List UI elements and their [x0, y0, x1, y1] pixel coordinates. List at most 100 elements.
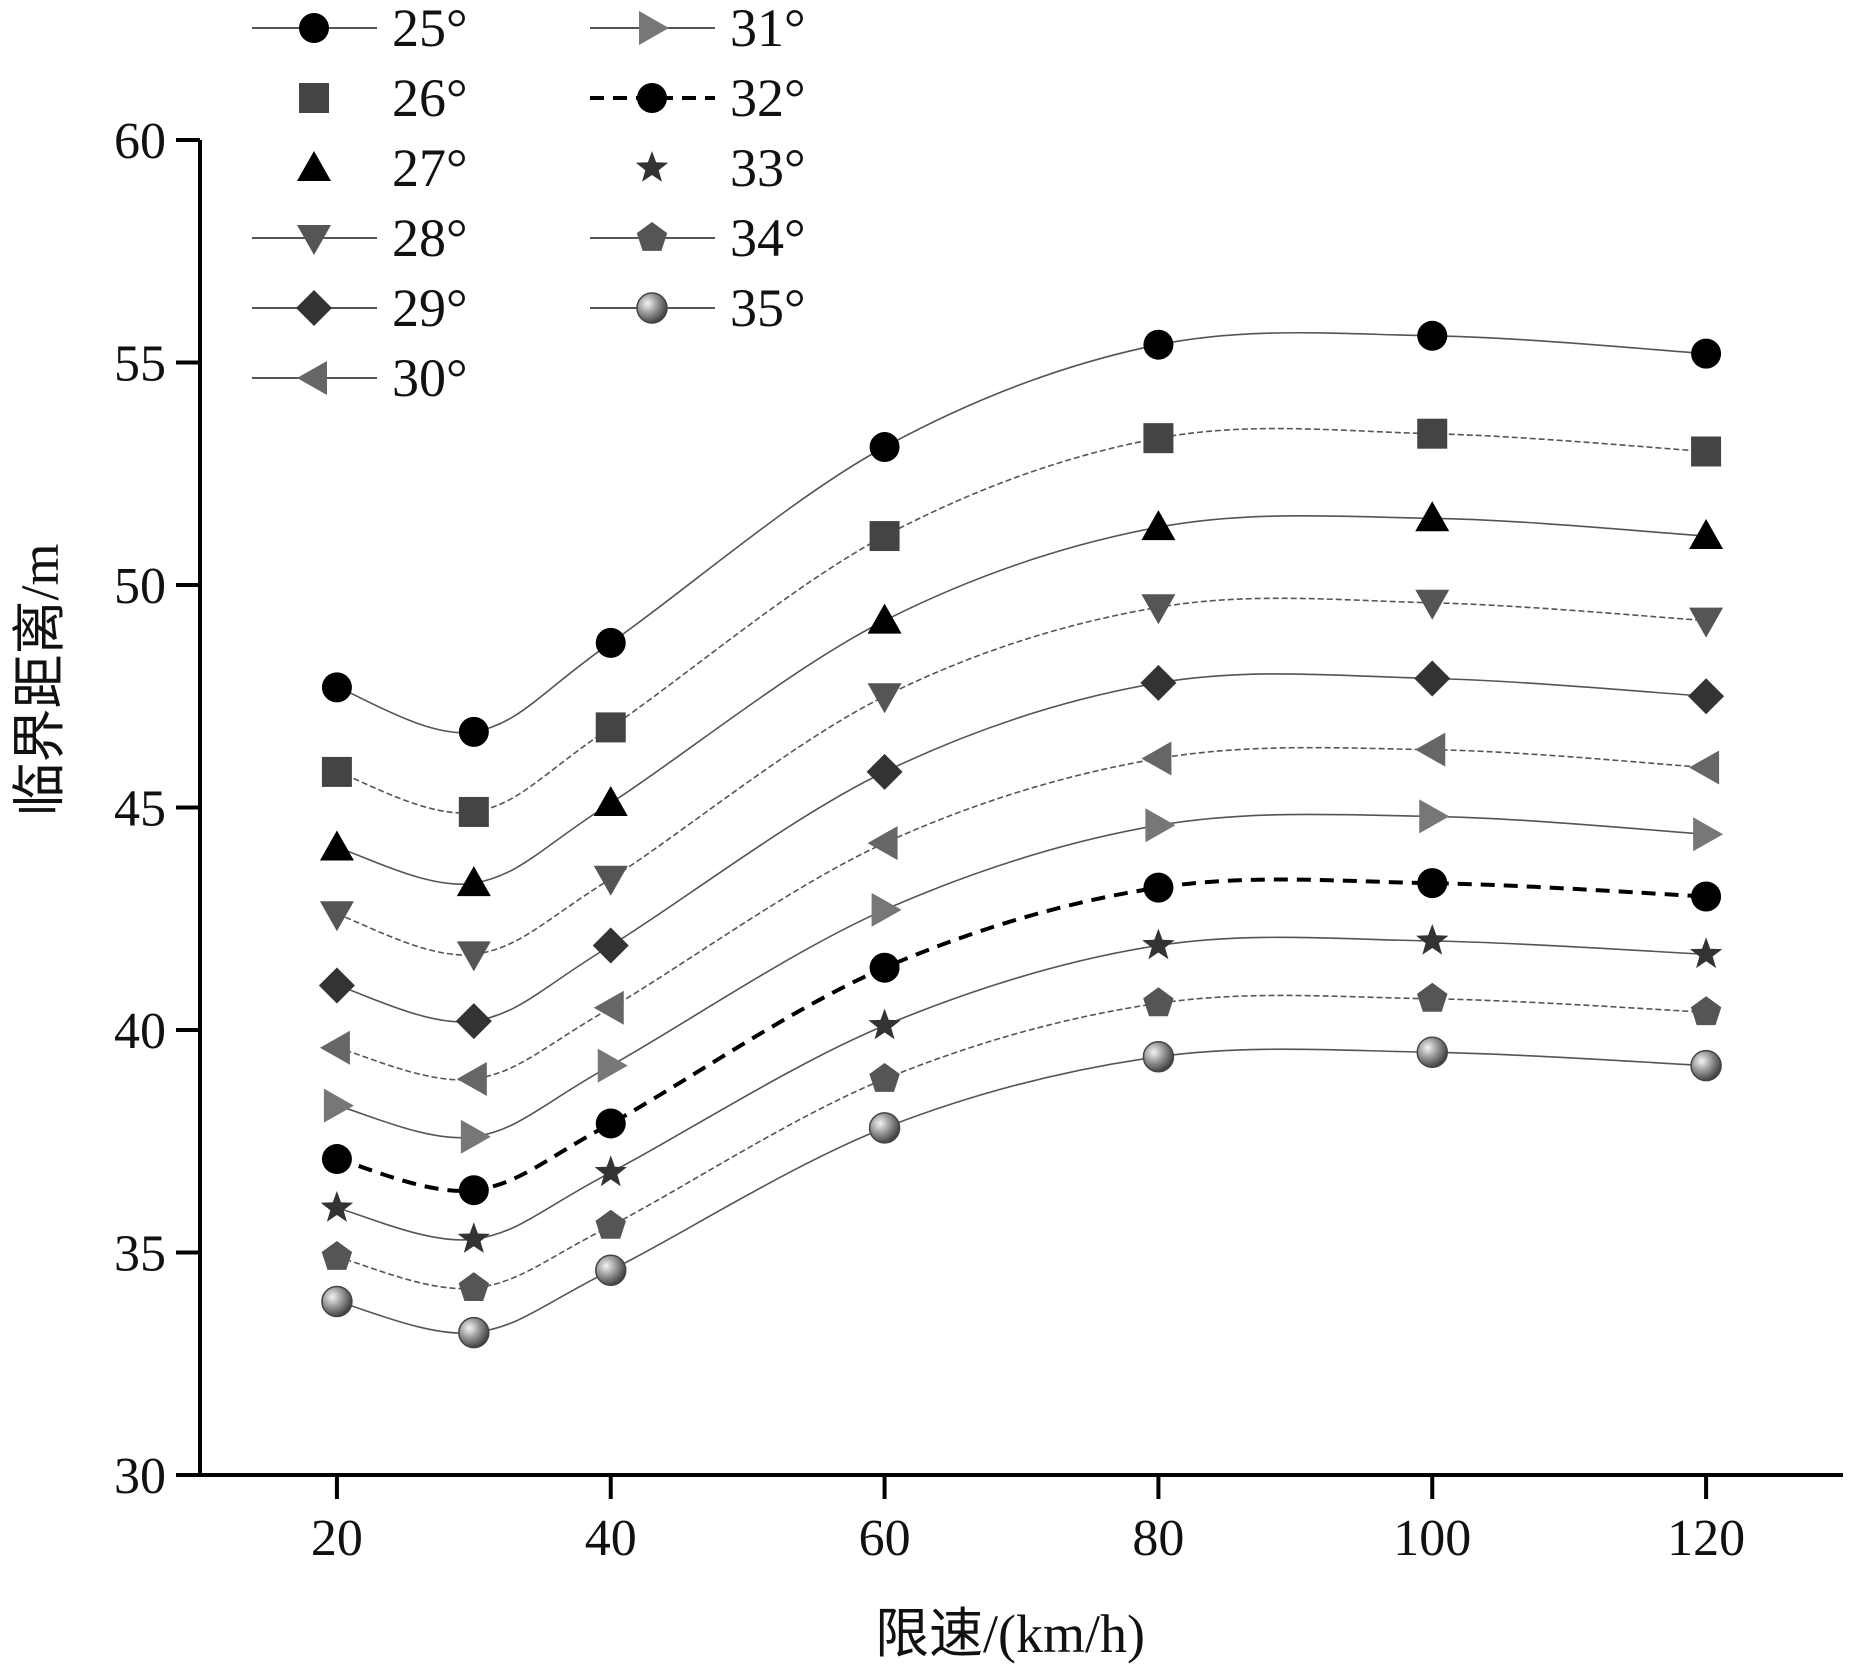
data-point — [1416, 1036, 1448, 1068]
data-point — [456, 866, 491, 897]
data-point — [1143, 872, 1174, 903]
data-point — [1693, 817, 1724, 852]
series-line — [336, 1048, 1707, 1334]
y-tick-label: 55 — [114, 336, 166, 393]
series-27deg — [319, 501, 1724, 897]
series-line — [336, 936, 1707, 1241]
data-point — [1145, 808, 1176, 843]
data-point — [1414, 660, 1451, 697]
data-point — [321, 1144, 352, 1175]
data-point — [867, 603, 902, 634]
series-33deg — [320, 924, 1723, 1253]
legend-marker — [299, 83, 329, 113]
legend-item: 35° — [590, 278, 806, 338]
series-line — [336, 877, 1707, 1193]
series-34deg — [321, 982, 1722, 1301]
data-point — [1141, 510, 1176, 541]
data-point — [1689, 519, 1724, 550]
data-point — [1416, 924, 1449, 955]
data-point — [321, 756, 352, 787]
data-point — [1143, 423, 1174, 454]
legend-item: 25° — [252, 0, 468, 58]
data-point — [320, 1191, 354, 1222]
data-point — [458, 1316, 490, 1349]
series-29deg — [318, 660, 1725, 1040]
data-point — [594, 1155, 627, 1187]
x-tick-label: 20 — [311, 1510, 363, 1567]
series-26deg — [321, 418, 1722, 827]
y-axis-title: 临界距离/m — [10, 543, 70, 816]
data-point — [458, 1175, 489, 1206]
legend-label: 35° — [730, 278, 806, 338]
data-point — [1691, 881, 1722, 912]
data-point — [321, 1285, 353, 1318]
series-31deg — [323, 799, 1724, 1154]
data-point — [1419, 799, 1450, 834]
y-tick-label: 45 — [114, 781, 166, 838]
data-point — [1142, 1040, 1175, 1073]
series-line — [336, 331, 1707, 734]
y-tick-label: 35 — [114, 1226, 166, 1283]
x-tick-label: 80 — [1132, 1510, 1184, 1567]
series-28deg — [319, 589, 1724, 972]
data-point — [455, 1003, 492, 1040]
series-line — [336, 597, 1707, 956]
data-point — [1689, 937, 1723, 969]
series-layer — [318, 320, 1725, 1349]
legend-item: 27° — [297, 138, 468, 198]
legend-marker — [297, 361, 327, 395]
data-point — [593, 990, 624, 1025]
data-point — [458, 796, 489, 827]
data-point — [458, 716, 489, 747]
data-point — [1691, 338, 1722, 369]
legend-label: 25° — [392, 0, 468, 58]
series-line — [336, 514, 1707, 885]
series-35deg — [321, 1036, 1722, 1349]
legend-label: 26° — [392, 68, 468, 128]
data-point — [593, 786, 628, 817]
data-point — [1143, 987, 1174, 1017]
legend-item: 32° — [590, 68, 806, 128]
legend-marker — [296, 290, 332, 326]
y-tick-label: 30 — [114, 1448, 166, 1505]
data-point — [1690, 996, 1722, 1026]
data-point — [867, 826, 898, 861]
legend-marker — [639, 11, 669, 45]
y-tick-label: 40 — [114, 1003, 166, 1060]
legend-label: 30° — [392, 348, 468, 408]
data-point — [1143, 329, 1174, 360]
data-point — [1141, 741, 1172, 776]
data-point — [318, 967, 355, 1004]
legend-label: 29° — [392, 278, 468, 338]
data-point — [595, 712, 626, 743]
legend-label: 33° — [730, 138, 806, 198]
data-point — [1417, 320, 1448, 351]
data-point — [457, 1222, 490, 1253]
data-point — [1415, 501, 1450, 532]
legend-item: 29° — [252, 278, 468, 338]
data-point — [597, 1048, 628, 1083]
data-point — [869, 952, 900, 983]
legend-item: 34° — [590, 208, 806, 268]
data-point — [1688, 678, 1725, 715]
data-point — [321, 1241, 353, 1270]
legend-marker — [635, 151, 669, 182]
data-point — [1417, 418, 1448, 449]
series-line — [336, 746, 1707, 1081]
legend-label: 34° — [730, 208, 806, 268]
data-point — [593, 865, 628, 896]
data-point — [460, 1119, 491, 1154]
legend: 25° 26° 27° 28° 29° 30° 31° 32° 33° 34° 35° — [252, 0, 806, 408]
data-point — [319, 830, 354, 861]
data-point — [867, 683, 902, 714]
data-point — [871, 892, 902, 927]
legend-item: 28° — [252, 208, 468, 268]
data-point — [866, 753, 903, 790]
data-point — [869, 1063, 900, 1092]
data-point — [868, 1008, 901, 1040]
legend-item: 26° — [299, 68, 468, 128]
data-point — [319, 901, 354, 932]
legend-marker — [636, 292, 668, 324]
data-point — [592, 927, 629, 964]
